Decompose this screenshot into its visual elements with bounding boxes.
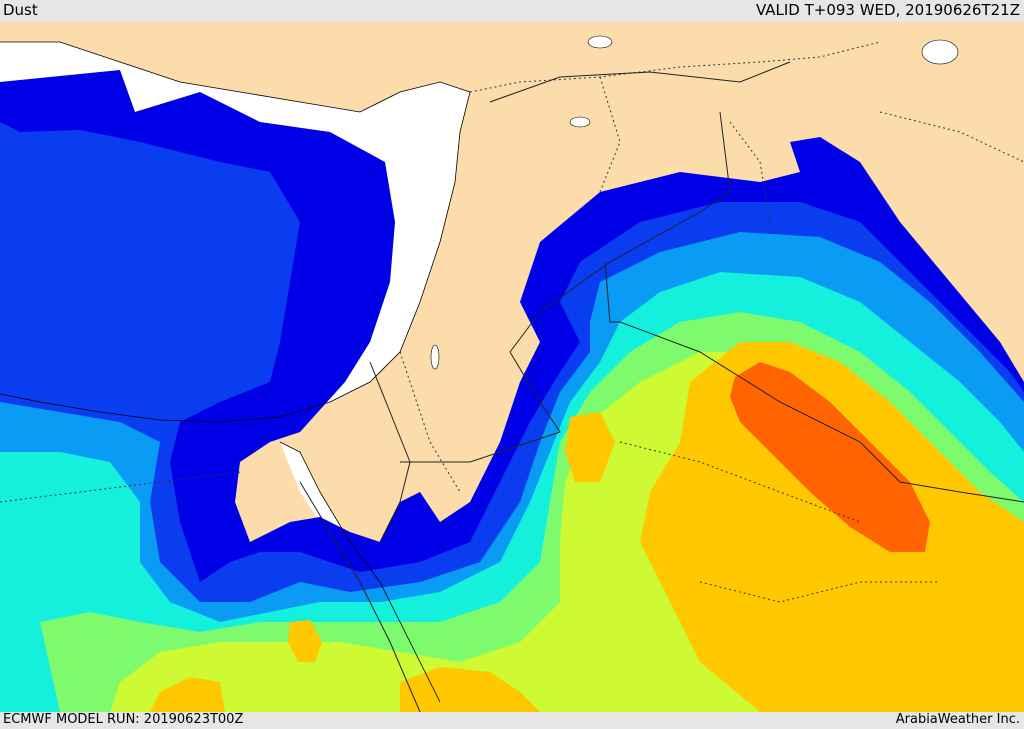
international-borders (299, 61, 1024, 712)
lake-3 (430, 344, 440, 370)
dust-contour-7e (400, 667, 540, 712)
lake-4 (921, 39, 959, 65)
lake-1 (569, 116, 591, 128)
dust-forecast-map (0, 22, 1024, 712)
dust-contour-8 (730, 362, 930, 552)
credit-label: ArabiaWeather Inc. (895, 712, 1020, 727)
lake-2 (587, 35, 613, 49)
footer-bar: ECMWF MODEL RUN: 20190623T00Z ArabiaWeat… (0, 712, 1024, 729)
map-title: Dust (3, 1, 38, 19)
dust-contour-7 (640, 342, 1024, 712)
header-bar: Dust VALID T+093 WED, 20190626T21Z (0, 0, 1024, 22)
country-borders (0, 41, 1024, 603)
dust-contour-7b (565, 412, 615, 482)
valid-time-label: VALID T+093 WED, 20190626T21Z (755, 1, 1020, 19)
dust-contour-7c (288, 620, 322, 662)
dust-contour-7d (150, 677, 225, 712)
coastlines (0, 41, 471, 703)
model-run-label: ECMWF MODEL RUN: 20190623T00Z (3, 712, 244, 727)
